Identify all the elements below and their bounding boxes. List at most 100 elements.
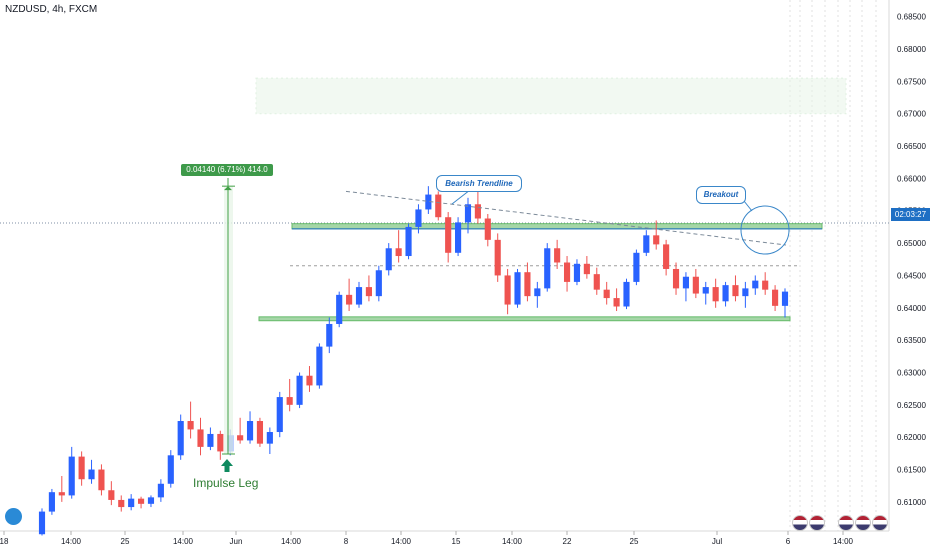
candle-body xyxy=(197,429,204,447)
events-flags-right[interactable] xyxy=(838,515,888,531)
candle-body xyxy=(544,248,551,289)
candle-body xyxy=(613,298,620,307)
time-tick-label: 14:00 xyxy=(173,537,194,546)
candle-body xyxy=(663,244,670,269)
us-flag-icon[interactable] xyxy=(855,515,871,531)
candle-body xyxy=(365,287,372,297)
candle-body xyxy=(78,456,85,480)
candle-body xyxy=(237,435,244,441)
candle-body xyxy=(772,289,779,306)
time-tick-label: 18 xyxy=(0,537,9,546)
time-tick-label: 6 xyxy=(786,537,791,546)
candle-body xyxy=(504,275,511,305)
candle-body xyxy=(435,194,442,218)
us-flag-icon[interactable] xyxy=(838,515,854,531)
time-tick-label: 14:00 xyxy=(391,537,412,546)
candle-body xyxy=(58,492,65,496)
price-tick-label: 0.61500 xyxy=(897,466,926,475)
price-tick-label: 0.65000 xyxy=(897,239,926,248)
price-tick-label: 0.64000 xyxy=(897,304,926,313)
candle-body xyxy=(336,294,343,324)
time-tick-label: 8 xyxy=(344,537,349,546)
candle-body xyxy=(306,375,313,386)
symbol-title: NZDUSD, 4h, FXCM xyxy=(5,4,98,15)
candle-body xyxy=(167,455,174,484)
time-tick-label: 22 xyxy=(563,537,572,546)
time-tick-label: Jun xyxy=(230,537,243,546)
candle-body xyxy=(276,397,283,433)
candle-body xyxy=(474,204,481,219)
candle-body xyxy=(534,288,541,297)
nz-flag-icon[interactable] xyxy=(872,515,888,531)
bearish-trendline-callout: Bearish Trendline xyxy=(436,175,522,192)
candle-body xyxy=(48,492,55,512)
events-flags-left[interactable] xyxy=(792,515,825,531)
price-tick-label: 0.62000 xyxy=(897,433,926,442)
price-tick-label: 0.66500 xyxy=(897,142,926,151)
candle-body xyxy=(781,291,789,306)
time-tick-label: Jul xyxy=(712,537,722,546)
candle-body xyxy=(455,222,462,253)
us-flag-icon[interactable] xyxy=(809,515,825,531)
candle-body xyxy=(375,270,382,297)
price-tick-label: 0.63000 xyxy=(897,368,926,377)
candle-body xyxy=(256,421,264,444)
candle-body xyxy=(425,194,432,210)
candle-body xyxy=(494,239,501,276)
candle-body xyxy=(415,209,422,227)
target-zone xyxy=(255,77,847,115)
candle-body xyxy=(464,204,472,223)
candle-body xyxy=(583,263,590,275)
candle-body xyxy=(385,248,392,271)
candle-body xyxy=(762,280,769,290)
impulse-leg-label: Impulse Leg xyxy=(193,476,259,490)
candle-body xyxy=(395,248,402,257)
candle-body xyxy=(128,498,135,508)
candle-body xyxy=(296,375,303,405)
candle-body xyxy=(316,346,323,386)
breakout-callout: Breakout xyxy=(696,186,746,204)
candle-body xyxy=(346,294,353,305)
breakout-circle xyxy=(740,205,790,255)
price-tick-label: 0.61000 xyxy=(897,498,926,507)
candle-body xyxy=(593,274,600,290)
us-flag-icon[interactable] xyxy=(792,515,808,531)
candle-body xyxy=(187,421,194,430)
time-tick-label: 14:00 xyxy=(833,537,854,546)
candle-body xyxy=(623,281,630,307)
candle-body xyxy=(355,287,363,305)
candle-body xyxy=(445,217,452,253)
price-tick-label: 0.62500 xyxy=(897,401,926,410)
price-tick-label: 0.63500 xyxy=(897,336,926,345)
resistance-zone xyxy=(291,223,823,230)
time-tick-label: 25 xyxy=(121,537,130,546)
candle-body xyxy=(484,218,491,240)
time-tick-label: 14:00 xyxy=(61,537,82,546)
candle-body xyxy=(137,498,145,504)
candle-body xyxy=(217,433,224,452)
candle-body xyxy=(98,469,105,491)
candle-body xyxy=(672,268,680,289)
candle-body xyxy=(732,285,739,297)
price-tick-label: 0.64500 xyxy=(897,271,926,280)
candle-body xyxy=(38,511,46,535)
measure-arrowhead xyxy=(224,186,232,191)
candle-body xyxy=(633,252,640,282)
breakout-callout-pointer xyxy=(743,200,753,212)
price-tick-label: 0.67000 xyxy=(897,110,926,119)
price-tick-label: 0.66000 xyxy=(897,174,926,183)
candle-body xyxy=(653,235,660,245)
candle-body xyxy=(266,432,273,444)
candle-body xyxy=(692,276,699,294)
impulse-arrow-icon xyxy=(221,459,233,472)
candle-body xyxy=(563,262,571,282)
candle-body xyxy=(108,490,115,500)
candle-body xyxy=(722,285,729,302)
candle-body xyxy=(752,280,759,289)
time-tick-label: 14:00 xyxy=(281,537,302,546)
candle-body xyxy=(157,483,164,498)
price-tick-label: 0.67500 xyxy=(897,77,926,86)
candle-body xyxy=(68,456,75,496)
candle-body xyxy=(88,469,95,480)
